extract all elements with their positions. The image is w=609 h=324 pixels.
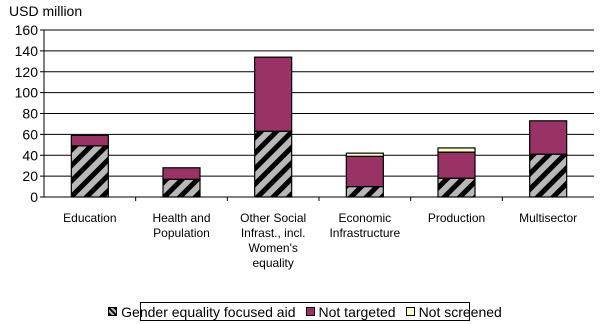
y-tick-label: 140: [15, 43, 39, 59]
bar-not-targeted: [345, 155, 384, 188]
y-tick-label: 0: [30, 189, 38, 205]
legend-swatch-gender-equality: [108, 307, 118, 316]
x-category-label-line: Population: [153, 226, 210, 240]
y-tick-labels: 0 20 40 60 80 100 120 140 160: [15, 22, 39, 205]
x-category-label: Multisector: [494, 211, 602, 226]
legend-item-not-screened: Not screened: [405, 303, 502, 320]
legend-label-gender-equality: Gender equality focused aid: [121, 303, 296, 320]
bar-not-targeted: [254, 56, 293, 132]
x-category-label: Production: [403, 211, 511, 226]
x-category-label: Education: [36, 211, 144, 226]
x-category-label-line: Multisector: [519, 211, 578, 225]
bar-not-targeted: [437, 151, 476, 179]
y-tick-label: 20: [22, 168, 38, 184]
x-category-label-line: Health and: [152, 211, 211, 225]
y-tick-label: 120: [15, 64, 39, 80]
y-tick-label: 160: [15, 22, 39, 38]
bar-not-targeted: [70, 134, 109, 147]
axes: [43, 30, 594, 201]
x-category-label: Other Social Infrast., incl. Women's equali…: [219, 211, 327, 271]
bar-gender-equality: [437, 177, 476, 198]
bar-not-screened: [437, 147, 476, 153]
bar-not-screened: [345, 152, 384, 157]
x-category-label-line: Education: [63, 211, 117, 225]
x-category-label-line: equality: [252, 256, 294, 270]
x-category-label-line: Women's: [248, 241, 298, 255]
y-tick-label: 100: [15, 85, 39, 101]
legend-item-not-targeted: Not targeted: [305, 303, 396, 320]
x-category-label-line: Economic: [338, 211, 392, 225]
legend: Gender equality focused aid Not targeted…: [108, 302, 502, 321]
bar-not-targeted: [529, 120, 568, 155]
gridlines: [40, 29, 594, 198]
bar-gender-equality: [529, 153, 568, 198]
bar-not-targeted: [162, 167, 201, 180]
y-tick-label: 60: [22, 126, 38, 142]
bars: [70, 56, 568, 198]
x-category-label-line: Infrast., incl.: [240, 226, 306, 240]
legend-swatch-not-screened: [405, 307, 415, 316]
y-axis-unit-label: USD million: [9, 3, 83, 19]
legend-label-not-targeted: Not targeted: [318, 303, 396, 320]
legend-swatch-not-targeted: [305, 307, 315, 316]
x-category-label-line: Production: [427, 211, 486, 225]
bar-gender-equality: [70, 145, 109, 198]
bar-gender-equality: [345, 185, 384, 198]
bar-gender-equality: [254, 130, 293, 198]
legend-item-gender-equality: Gender equality focused aid: [108, 303, 296, 320]
y-tick-label: 80: [22, 106, 38, 122]
y-tick-label: 40: [22, 147, 38, 163]
x-category-label: Health and Population: [128, 211, 236, 241]
x-category-label: Economic Infrastructure: [311, 211, 419, 241]
legend-label-not-screened: Not screened: [418, 303, 502, 320]
bar-gender-equality: [162, 178, 201, 198]
x-category-label-line: Infrastructure: [329, 226, 401, 240]
x-category-label-line: Other Social: [240, 211, 307, 225]
